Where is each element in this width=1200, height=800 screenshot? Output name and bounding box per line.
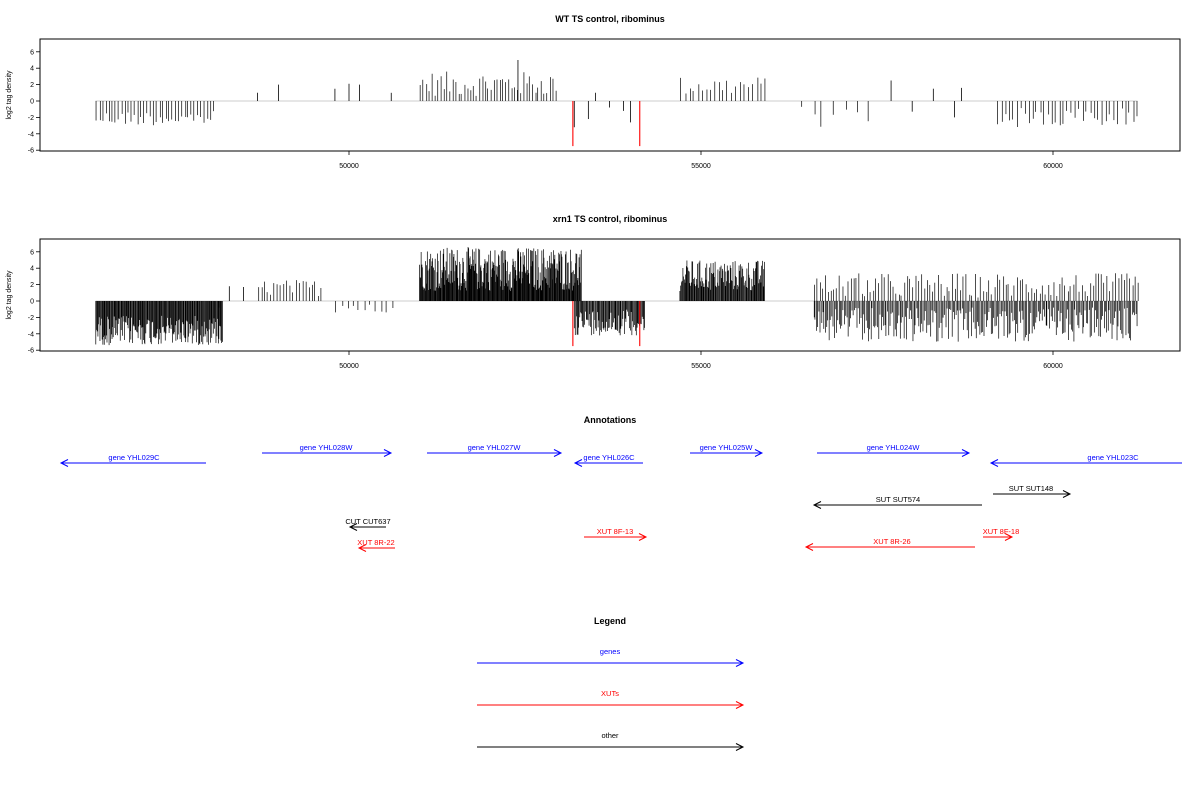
arrow-head [348, 523, 358, 531]
arrow-head [1004, 533, 1014, 541]
legend-label: other [601, 731, 619, 740]
legend-arrow: other [477, 731, 745, 751]
annotation-arrow: XUT 8F-13 [584, 527, 648, 541]
annotation-label: gene YHL025W [700, 443, 754, 452]
annotation-label: CUT CUT637 [345, 517, 390, 526]
annotation-label: gene YHL026C [583, 453, 635, 462]
plot-frame [39, 238, 1181, 352]
annotation-label: XUT 8R-22 [357, 538, 394, 547]
annotation-label: SUT SUT574 [876, 495, 920, 504]
arrow-head [1062, 490, 1072, 498]
arrow-head [573, 459, 583, 467]
arrow-head [735, 659, 745, 667]
legend-label: genes [600, 647, 621, 656]
arrow-head [812, 501, 822, 509]
arrow-head [804, 543, 814, 551]
annotation-arrow: XUT 8R-22 [357, 538, 395, 552]
x-tick-label: 55000 [691, 363, 711, 370]
y-axis-label: log2 tag density [6, 270, 13, 320]
arrow-head [357, 544, 367, 552]
y-tick-label: -2 [28, 115, 34, 122]
axes-group: -6 -4 -2 0 2 4 6 50000 55000 60000 [28, 249, 1063, 370]
bars-group [95, 247, 1139, 347]
legend-title: Legend [594, 616, 626, 626]
bars-group [95, 60, 1138, 147]
panel-xrn1: xrn1 TS control, ribominus log2 tag dens… [6, 214, 1181, 370]
annotation-arrow: SUT SUT574 [812, 495, 982, 509]
annotation-arrow: gene YHL027W [427, 443, 563, 457]
y-tick-label: 4 [30, 66, 34, 73]
annotation-label: gene YHL023C [1087, 453, 1139, 462]
y-tick-label: 0 [30, 299, 34, 306]
annotation-arrow: gene YHL023C [989, 453, 1182, 467]
annotation-label: gene YHL024W [867, 443, 921, 452]
annotation-label: XUT 8F-13 [597, 527, 634, 536]
annotation-label: gene YHL027W [468, 443, 522, 452]
y-tick-label: 4 [30, 266, 34, 273]
annotation-arrow: XUT 8R-26 [804, 537, 975, 551]
legend-arrow: genes [477, 647, 745, 667]
y-tick-label: 0 [30, 99, 34, 106]
x-tick-label: 55000 [691, 163, 711, 170]
y-tick-label: 2 [30, 282, 34, 289]
legend-panel: Legend genes XUTs other [477, 616, 745, 751]
y-tick-label: -2 [28, 315, 34, 322]
annotation-label: SUT SUT148 [1009, 484, 1053, 493]
annotation-arrow: gene YHL028W [262, 443, 393, 457]
y-tick-label: 6 [30, 49, 34, 56]
annotation-label: XUT 8F-18 [983, 527, 1020, 536]
plot-frame [39, 38, 1181, 152]
annotation-arrow: CUT CUT637 [345, 517, 391, 531]
x-tick-label: 60000 [1043, 363, 1063, 370]
annotation-arrow: SUT SUT148 [993, 484, 1072, 498]
arrow-head [989, 459, 999, 467]
y-tick-label: 2 [30, 82, 34, 89]
legend-arrow: XUTs [477, 689, 745, 709]
annotation-label: gene YHL029C [108, 453, 160, 462]
arrow-head [754, 449, 764, 457]
y-tick-label: -4 [28, 331, 34, 338]
annotation-arrows: gene YHL029C gene YHL028W gene YHL027W gene… [59, 443, 1182, 552]
arrow-head [735, 701, 745, 709]
arrow-head [383, 449, 393, 457]
annotation-arrow: gene YHL025W [690, 443, 764, 457]
axes-group: -6 -4 -2 0 2 4 6 50000 55000 60000 [28, 49, 1063, 170]
panel-wt: WT TS control, ribominus log2 tag densit… [6, 14, 1181, 170]
annotations-title: Annotations [584, 415, 637, 425]
arrow-head [553, 449, 563, 457]
annotation-label: gene YHL028W [300, 443, 354, 452]
annotation-arrow: gene YHL026C [573, 453, 643, 467]
x-tick-label: 50000 [339, 363, 359, 370]
x-tick-label: 50000 [339, 163, 359, 170]
annotation-arrow: XUT 8F-18 [983, 527, 1020, 541]
y-axis-label: log2 tag density [6, 70, 13, 120]
panel-title: WT TS control, ribominus [555, 14, 665, 24]
legend-items: genes XUTs other [477, 647, 745, 751]
y-tick-label: -6 [28, 348, 34, 355]
annotation-arrow: gene YHL029C [59, 453, 206, 467]
legend-label: XUTs [601, 689, 619, 698]
annotation-arrow: gene YHL024W [817, 443, 971, 457]
y-tick-label: -4 [28, 131, 34, 138]
panel-title: xrn1 TS control, ribominus [553, 214, 668, 224]
y-tick-label: 6 [30, 249, 34, 256]
x-tick-label: 60000 [1043, 163, 1063, 170]
arrow-head [961, 449, 971, 457]
arrow-head [638, 533, 648, 541]
arrow-head [735, 743, 745, 751]
y-tick-label: -6 [28, 148, 34, 155]
arrow-head [59, 459, 69, 467]
annotation-label: XUT 8R-26 [873, 537, 910, 546]
